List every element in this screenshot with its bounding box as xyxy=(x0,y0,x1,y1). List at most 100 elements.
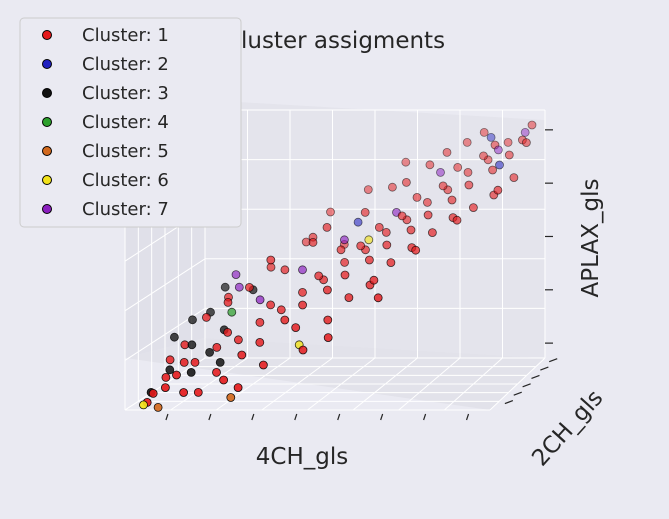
legend-marker-cluster-1 xyxy=(42,30,52,40)
scatter-point-cluster-7 xyxy=(234,282,244,292)
scatter-point-cluster-1 xyxy=(233,335,243,345)
scatter-point-cluster-1 xyxy=(423,210,433,220)
scatter-point-cluster-1 xyxy=(193,387,203,397)
scatter-point-cluster-1 xyxy=(160,383,170,393)
scatter-point-cluster-1 xyxy=(504,150,514,160)
scatter-point-cluster-1 xyxy=(374,222,384,232)
scatter-point-cluster-1 xyxy=(360,207,370,217)
scatter-point-cluster-1 xyxy=(479,151,488,161)
scatter-point-cluster-1 xyxy=(427,228,437,238)
legend-label: Cluster: 1 xyxy=(82,25,169,46)
scatter-point-cluster-1 xyxy=(464,180,474,190)
legend-marker-cluster-4 xyxy=(42,117,52,127)
x-tick xyxy=(294,413,298,421)
legend-marker-cluster-7 xyxy=(42,204,52,214)
scatter-point-cluster-1 xyxy=(412,192,422,202)
scatter-point-cluster-3 xyxy=(205,347,215,357)
scatter-point-cluster-1 xyxy=(280,315,290,325)
scatter-point-cluster-1 xyxy=(406,225,416,235)
scatter-point-cluster-1 xyxy=(322,222,332,232)
scatter-point-cluster-3 xyxy=(215,357,225,367)
x-tick xyxy=(337,413,341,421)
legend-marker-cluster-5 xyxy=(42,146,52,156)
scatter-point-cluster-7 xyxy=(339,235,349,245)
scatter-point-cluster-5 xyxy=(226,393,236,402)
scatter-point-cluster-1 xyxy=(522,138,531,148)
scatter-point-cluster-1 xyxy=(509,173,519,183)
scatter-point-cluster-3 xyxy=(220,282,230,292)
scatter-point-cluster-1 xyxy=(411,245,421,255)
scatter-point-cluster-1 xyxy=(397,211,407,221)
legend-entry: Cluster: 2 xyxy=(42,54,169,75)
legend-entry: Cluster: 4 xyxy=(42,112,169,133)
legend-marker-cluster-2 xyxy=(42,59,52,69)
scatter-point-cluster-1 xyxy=(356,241,366,251)
scatter-point-cluster-1 xyxy=(364,255,374,265)
scatter-point-cluster-4 xyxy=(227,307,237,317)
scatter-point-cluster-1 xyxy=(425,160,435,170)
scatter-point-cluster-2 xyxy=(353,217,363,227)
legend-entry: Cluster: 6 xyxy=(42,170,169,191)
y-tick xyxy=(531,374,540,380)
legend-label: Cluster: 5 xyxy=(82,141,169,162)
legend-entry: Cluster: 7 xyxy=(42,199,169,220)
scatter-point-cluster-1 xyxy=(527,120,537,130)
scatter-point-cluster-1 xyxy=(326,207,335,217)
scatter-point-cluster-1 xyxy=(266,255,276,265)
legend-marker-cluster-3 xyxy=(42,88,52,98)
scatter-point-cluster-1 xyxy=(212,367,221,377)
x-tick xyxy=(251,413,255,421)
scatter-point-cluster-1 xyxy=(503,137,513,147)
scatter-point-cluster-1 xyxy=(266,262,276,272)
side-grid-line-z xyxy=(124,258,206,312)
scatter-point-cluster-1 xyxy=(233,383,243,393)
scatter-point-cluster-1 xyxy=(266,300,276,310)
scatter-point-cluster-1 xyxy=(219,375,229,385)
legend-entry: Cluster: 5 xyxy=(42,141,169,162)
scatter-point-cluster-2 xyxy=(495,160,504,170)
scatter-point-cluster-1 xyxy=(387,182,397,192)
scatter-point-cluster-1 xyxy=(258,360,268,370)
scatter-point-cluster-1 xyxy=(179,357,189,367)
scatter-point-cluster-6 xyxy=(364,235,374,245)
scatter-point-cluster-1 xyxy=(488,165,498,175)
scatter-point-cluster-1 xyxy=(223,297,233,307)
scatter-point-cluster-1 xyxy=(363,185,373,195)
scatter-point-cluster-1 xyxy=(447,195,457,205)
scatter-point-cluster-1 xyxy=(340,270,350,280)
y-tick xyxy=(513,391,522,396)
scatter-point-cluster-3 xyxy=(186,367,196,377)
x-tick xyxy=(423,413,427,421)
scatter-point-cluster-1 xyxy=(452,215,462,225)
scatter-point-cluster-3 xyxy=(188,315,197,325)
legend-label: Cluster: 2 xyxy=(82,54,169,75)
scatter-point-cluster-5 xyxy=(153,402,163,412)
scatter-point-cluster-2 xyxy=(486,132,496,142)
scatter-point-cluster-1 xyxy=(468,203,478,213)
scatter-point-cluster-1 xyxy=(386,258,396,268)
legend-label: Cluster: 7 xyxy=(82,199,169,220)
scatter-point-cluster-1 xyxy=(308,237,318,247)
scatter-point-cluster-1 xyxy=(298,287,307,297)
scatter-point-cluster-7 xyxy=(493,145,503,155)
y-tick xyxy=(522,383,531,388)
scatter-point-cluster-1 xyxy=(280,265,290,275)
scatter-point-cluster-1 xyxy=(276,305,286,315)
legend-marker-cluster-6 xyxy=(42,175,52,185)
scatter-point-cluster-1 xyxy=(323,315,333,325)
legend-label: Cluster: 4 xyxy=(82,112,169,133)
scatter-points xyxy=(139,120,537,412)
x-axis-label: 4CH_gls xyxy=(256,444,348,470)
z-axis-label: APLAX_gls xyxy=(578,179,604,298)
scatter-point-cluster-1 xyxy=(373,293,383,303)
scatter-point-cluster-1 xyxy=(462,137,472,147)
scatter-point-cluster-1 xyxy=(463,167,473,177)
legend-label: Cluster: 6 xyxy=(82,170,169,191)
scatter-point-cluster-1 xyxy=(314,271,324,281)
scatter-point-cluster-1 xyxy=(172,370,181,380)
y-tick xyxy=(549,358,558,363)
scatter-point-cluster-1 xyxy=(438,181,448,191)
scatter-point-cluster-7 xyxy=(520,127,530,137)
scatter-point-cluster-1 xyxy=(244,282,254,292)
